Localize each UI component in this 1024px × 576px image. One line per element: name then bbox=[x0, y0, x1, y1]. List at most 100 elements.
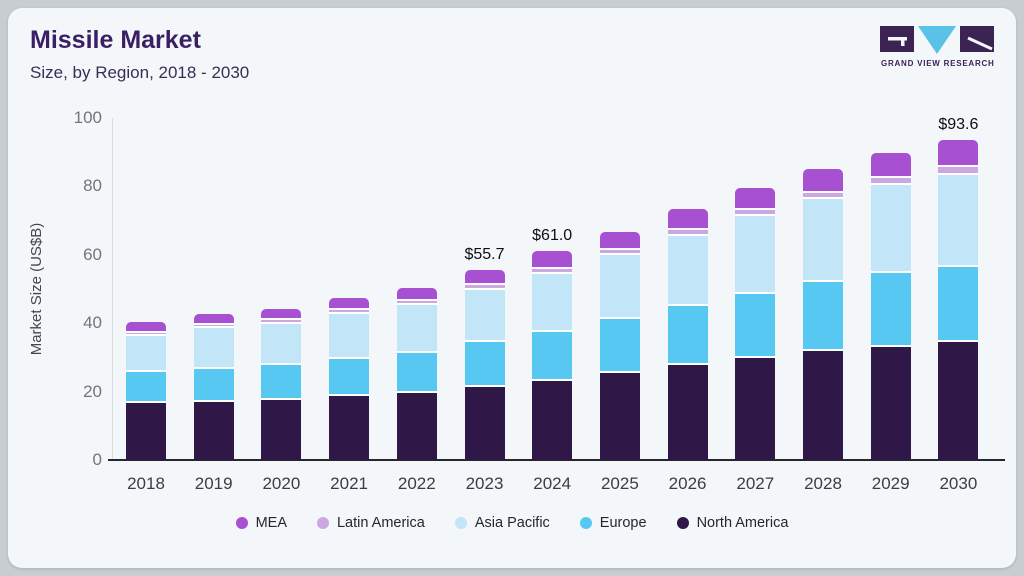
bar-segment-asia-pacific[interactable] bbox=[261, 321, 302, 364]
bar-segment-mea[interactable] bbox=[261, 308, 302, 319]
bar-segment-asia-pacific[interactable] bbox=[532, 271, 573, 330]
gvr-v-triangle bbox=[918, 26, 956, 54]
bar-segment-latin-america[interactable] bbox=[126, 331, 166, 335]
bar-2020[interactable] bbox=[261, 308, 302, 460]
bar-segment-latin-america[interactable] bbox=[464, 283, 505, 288]
bar-segment-north-america[interactable] bbox=[870, 344, 911, 460]
bar-segment-north-america[interactable] bbox=[599, 371, 640, 460]
bar-2022[interactable] bbox=[396, 287, 437, 460]
bar-segment-asia-pacific[interactable] bbox=[870, 183, 911, 271]
bar-segment-north-america[interactable] bbox=[396, 390, 437, 460]
bar-segment-latin-america[interactable] bbox=[870, 176, 911, 184]
bar-segment-mea[interactable] bbox=[938, 139, 979, 166]
bar-segment-mea[interactable] bbox=[599, 231, 640, 248]
bar-segment-north-america[interactable] bbox=[464, 384, 505, 460]
bar-2019[interactable] bbox=[193, 313, 234, 460]
bar-2030[interactable]: $93.6 bbox=[938, 116, 979, 460]
y-tick-label: 80 bbox=[83, 176, 102, 196]
bar-segment-europe[interactable] bbox=[126, 370, 166, 402]
bar-segment-europe[interactable] bbox=[803, 280, 843, 350]
bar-segment-europe[interactable] bbox=[464, 340, 505, 385]
bar-2027[interactable] bbox=[735, 188, 776, 460]
bar-2018[interactable] bbox=[126, 322, 166, 460]
bar-segment-europe[interactable] bbox=[532, 329, 573, 379]
bar-2021[interactable] bbox=[329, 298, 370, 460]
bar-segment-latin-america[interactable] bbox=[532, 266, 573, 272]
bar-segment-europe[interactable] bbox=[396, 350, 437, 391]
bar-segment-mea[interactable] bbox=[667, 209, 708, 229]
bar-segment-mea[interactable] bbox=[735, 188, 776, 208]
x-axis-label-2030: 2030 bbox=[939, 474, 978, 493]
bar-2023[interactable]: $55.7 bbox=[464, 246, 505, 460]
bar-segment-north-america[interactable] bbox=[938, 340, 979, 460]
bar-segment-north-america[interactable] bbox=[126, 401, 166, 460]
bar-segment-latin-america[interactable] bbox=[803, 191, 843, 198]
legend-color-dot bbox=[235, 517, 248, 529]
bar-segment-europe[interactable] bbox=[193, 366, 234, 401]
bar-segment-latin-america[interactable] bbox=[599, 247, 640, 254]
legend-item-europe[interactable]: Europe bbox=[579, 515, 647, 531]
bar-segment-europe[interactable] bbox=[599, 316, 640, 372]
bar-segment-north-america[interactable] bbox=[532, 378, 573, 460]
x-axis-label-2024: 2024 bbox=[533, 474, 572, 493]
bar-segment-asia-pacific[interactable] bbox=[329, 312, 370, 357]
bar-segment-north-america[interactable] bbox=[261, 398, 302, 460]
bar-segment-europe[interactable] bbox=[735, 291, 776, 356]
bar-segment-europe[interactable] bbox=[261, 363, 302, 399]
bar-segment-latin-america[interactable] bbox=[261, 318, 302, 322]
x-axis-label-2028: 2028 bbox=[804, 474, 842, 493]
bar-segment-mea[interactable] bbox=[126, 322, 166, 332]
bar-segment-mea[interactable] bbox=[464, 269, 505, 284]
bar-segment-north-america[interactable] bbox=[193, 400, 234, 460]
bar-segment-asia-pacific[interactable] bbox=[938, 172, 979, 265]
bar-segment-asia-pacific[interactable] bbox=[193, 325, 234, 367]
bar-segment-north-america[interactable] bbox=[667, 362, 708, 460]
legend-label: Europe bbox=[599, 515, 647, 531]
legend-item-latin-america[interactable]: Latin America bbox=[316, 515, 425, 531]
bar-segment-europe[interactable] bbox=[938, 264, 979, 341]
bar-segment-latin-america[interactable] bbox=[667, 228, 708, 234]
bar-2029[interactable] bbox=[870, 152, 911, 460]
bar-segment-asia-pacific[interactable] bbox=[667, 233, 708, 305]
bar-segment-mea[interactable] bbox=[329, 298, 370, 309]
x-axis-label-2018: 2018 bbox=[127, 474, 165, 493]
bar-segment-latin-america[interactable] bbox=[396, 298, 437, 304]
bar-segment-latin-america[interactable] bbox=[329, 308, 370, 313]
legend-item-mea[interactable]: MEA bbox=[235, 515, 287, 531]
bar-segment-asia-pacific[interactable] bbox=[803, 197, 843, 281]
legend-item-asia-pacific[interactable]: Asia Pacific bbox=[454, 515, 550, 531]
bar-segment-asia-pacific[interactable] bbox=[396, 303, 437, 351]
bar-2025[interactable] bbox=[599, 231, 640, 460]
x-axis-label-2020: 2020 bbox=[262, 474, 301, 493]
bar-segment-asia-pacific[interactable] bbox=[599, 253, 640, 317]
legend-item-north-america[interactable]: North America bbox=[676, 515, 788, 531]
bar-segment-mea[interactable] bbox=[396, 287, 437, 299]
bar-segment-mea[interactable] bbox=[803, 168, 843, 192]
x-axis-label-2029: 2029 bbox=[871, 474, 910, 493]
bar-2028[interactable] bbox=[803, 168, 843, 460]
bar-value-label: $55.7 bbox=[464, 245, 505, 263]
bar-segment-north-america[interactable] bbox=[803, 349, 843, 460]
bar-segment-asia-pacific[interactable] bbox=[126, 334, 166, 371]
legend-color-dot bbox=[316, 517, 329, 529]
x-axis-label-2025: 2025 bbox=[600, 474, 639, 493]
bar-segment-asia-pacific[interactable] bbox=[735, 213, 776, 292]
bar-segment-asia-pacific[interactable] bbox=[464, 287, 505, 341]
bar-segment-europe[interactable] bbox=[329, 356, 370, 395]
bar-segment-latin-america[interactable] bbox=[938, 165, 979, 173]
bar-segment-latin-america[interactable] bbox=[735, 207, 776, 214]
bar-segment-mea[interactable] bbox=[532, 251, 573, 267]
bar-segment-europe[interactable] bbox=[870, 270, 911, 345]
legend-color-dot bbox=[676, 517, 689, 529]
bar-2024[interactable]: $61.0 bbox=[532, 227, 573, 460]
bar-segment-north-america[interactable] bbox=[735, 355, 776, 460]
bar-segment-mea[interactable] bbox=[870, 152, 911, 177]
chart-legend: MEA Latin America Asia Pacific Europe North … bbox=[0, 515, 1024, 531]
bar-segment-europe[interactable] bbox=[667, 304, 708, 363]
bar-segment-north-america[interactable] bbox=[329, 394, 370, 460]
bar-2026[interactable] bbox=[667, 209, 708, 460]
bar-segment-latin-america[interactable] bbox=[193, 322, 234, 326]
bar-segment-mea[interactable] bbox=[193, 313, 234, 323]
y-tick-label: 40 bbox=[83, 313, 102, 333]
